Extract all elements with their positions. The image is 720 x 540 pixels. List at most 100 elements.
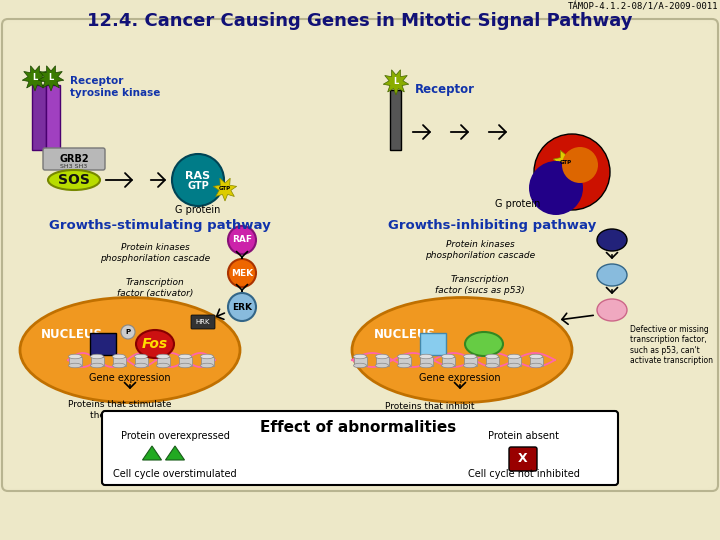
Ellipse shape [48, 170, 100, 190]
Ellipse shape [529, 354, 542, 359]
Polygon shape [213, 178, 237, 201]
Bar [200, 356, 214, 366]
Ellipse shape [200, 363, 214, 368]
Ellipse shape [420, 363, 433, 368]
Text: SOS: SOS [58, 173, 90, 187]
Bar [32, 85, 46, 150]
Text: Receptor
tyrosine kinase: Receptor tyrosine kinase [70, 76, 161, 98]
Text: TÁMOP-4.1.2-08/1/A-2009-0011: TÁMOP-4.1.2-08/1/A-2009-0011 [567, 3, 718, 12]
Bar [91, 356, 104, 366]
Text: NUCLEUS: NUCLEUS [374, 328, 436, 341]
FancyBboxPatch shape [509, 447, 537, 471]
Text: HRK: HRK [196, 319, 210, 325]
Ellipse shape [135, 354, 148, 359]
Ellipse shape [352, 298, 572, 402]
Text: Cell cycle overstimulated: Cell cycle overstimulated [113, 469, 237, 479]
Text: Protein absent: Protein absent [488, 431, 559, 441]
Text: P: P [125, 329, 130, 335]
FancyBboxPatch shape [2, 19, 718, 491]
Ellipse shape [597, 229, 627, 251]
Text: Proteins that inhibit
the cell cycle: Proteins that inhibit the cell cycle [385, 402, 474, 422]
Polygon shape [554, 150, 579, 175]
Text: Gene expression: Gene expression [89, 373, 171, 383]
Text: Protein kinases
phosphorilation cascade: Protein kinases phosphorilation cascade [100, 244, 210, 262]
Circle shape [529, 161, 583, 215]
Polygon shape [143, 446, 161, 460]
FancyBboxPatch shape [43, 148, 105, 170]
Text: Protein overexpressed: Protein overexpressed [120, 431, 230, 441]
Ellipse shape [156, 363, 169, 368]
Text: RAF: RAF [232, 235, 252, 245]
Text: MEK: MEK [231, 268, 253, 278]
Ellipse shape [376, 363, 389, 368]
Ellipse shape [20, 298, 240, 402]
Bar [376, 356, 389, 366]
Text: ✕: ✕ [603, 431, 618, 449]
Ellipse shape [508, 363, 521, 368]
Text: L: L [48, 73, 53, 83]
Text: Protein kinases
phosphorilation cascade: Protein kinases phosphorilation cascade [425, 240, 535, 260]
Bar [529, 356, 542, 366]
Text: GTP: GTP [560, 159, 572, 165]
Ellipse shape [68, 354, 81, 359]
Text: L: L [393, 78, 399, 86]
Bar [420, 333, 446, 355]
Ellipse shape [464, 363, 477, 368]
Bar [397, 356, 410, 366]
Ellipse shape [135, 363, 148, 368]
FancyBboxPatch shape [355, 23, 713, 488]
Ellipse shape [529, 363, 542, 368]
Text: ERK: ERK [232, 302, 252, 312]
Ellipse shape [485, 354, 498, 359]
FancyBboxPatch shape [5, 23, 363, 488]
Ellipse shape [465, 332, 503, 356]
Bar [508, 356, 521, 366]
Bar [420, 356, 433, 366]
Text: Defective or missing
transcription factor,
such as p53, can't
activate transcrip: Defective or missing transcription facto… [630, 325, 713, 365]
Ellipse shape [354, 363, 366, 368]
Bar [46, 85, 60, 150]
Text: 12.4. Cancer Causing Genes in Mitotic Signal Pathway: 12.4. Cancer Causing Genes in Mitotic Si… [87, 12, 633, 30]
Polygon shape [38, 66, 64, 91]
Ellipse shape [68, 363, 81, 368]
Circle shape [228, 293, 256, 321]
Text: Fos: Fos [142, 337, 168, 351]
Circle shape [534, 134, 610, 210]
Bar [135, 356, 148, 366]
Text: X: X [518, 453, 528, 465]
Ellipse shape [441, 363, 454, 368]
FancyBboxPatch shape [102, 411, 618, 485]
Ellipse shape [397, 354, 410, 359]
Bar [390, 90, 401, 150]
Polygon shape [383, 70, 409, 95]
Bar [112, 356, 125, 366]
Circle shape [536, 411, 570, 445]
Bar [90, 333, 116, 355]
Ellipse shape [508, 354, 521, 359]
Bar [179, 356, 192, 366]
Ellipse shape [112, 354, 125, 359]
Bar [354, 356, 366, 366]
Ellipse shape [179, 354, 192, 359]
Text: Gene expression: Gene expression [419, 373, 501, 383]
Ellipse shape [179, 363, 192, 368]
Ellipse shape [397, 363, 410, 368]
FancyBboxPatch shape [191, 315, 215, 329]
Circle shape [228, 226, 256, 254]
Text: Cell cycle not inhibited: Cell cycle not inhibited [468, 469, 580, 479]
Ellipse shape [485, 363, 498, 368]
Text: G protein: G protein [175, 205, 221, 215]
Circle shape [172, 154, 224, 206]
Ellipse shape [597, 299, 627, 321]
Bar [156, 356, 169, 366]
Bar [464, 356, 477, 366]
Ellipse shape [354, 354, 366, 359]
Ellipse shape [200, 354, 214, 359]
Text: Transcription
factor (activator): Transcription factor (activator) [117, 278, 193, 298]
Text: GTP: GTP [187, 181, 209, 191]
Ellipse shape [156, 354, 169, 359]
Text: Receptor: Receptor [415, 84, 475, 97]
Ellipse shape [420, 354, 433, 359]
Text: Transcription
factor (sucs as p53): Transcription factor (sucs as p53) [435, 275, 525, 295]
Ellipse shape [136, 330, 174, 358]
